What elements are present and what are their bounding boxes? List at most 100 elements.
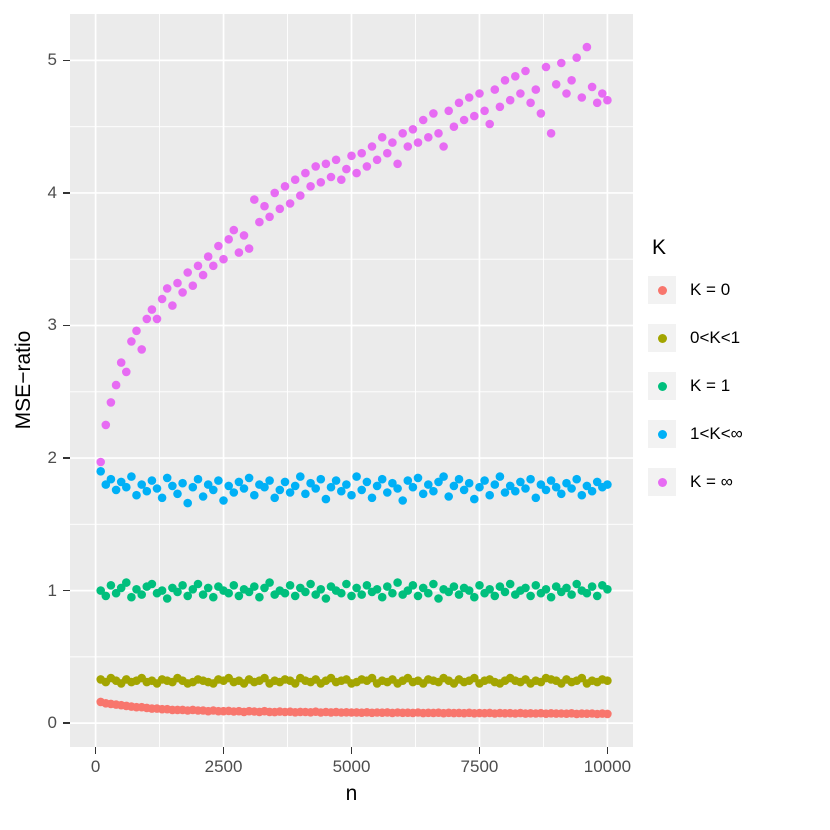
legend-dot-icon <box>657 429 667 439</box>
data-point <box>377 474 387 484</box>
data-point <box>475 581 484 590</box>
y-tick-mark <box>63 192 70 194</box>
data-point <box>347 591 356 601</box>
data-point <box>362 581 372 590</box>
data-point <box>142 486 152 496</box>
data-point <box>162 594 172 603</box>
data-point <box>337 588 346 598</box>
data-point <box>388 588 397 598</box>
data-point <box>162 284 172 293</box>
data-point <box>280 588 290 598</box>
data-point <box>531 85 541 94</box>
data-point <box>551 482 561 492</box>
data-point <box>485 119 495 129</box>
data-point <box>188 585 198 594</box>
data-point <box>280 477 290 487</box>
data-point <box>285 199 295 208</box>
data-point <box>388 478 397 488</box>
data-point <box>285 581 295 590</box>
data-point <box>203 252 213 261</box>
data-point <box>337 175 346 184</box>
y-tick-label: 3 <box>47 315 57 335</box>
data-point <box>424 588 433 598</box>
data-point <box>459 115 469 125</box>
data-point <box>183 591 192 601</box>
data-point <box>383 148 392 158</box>
y-tick-mark <box>63 457 70 459</box>
legend-dot-icon <box>657 477 667 487</box>
data-point <box>270 188 279 198</box>
data-point <box>577 93 587 102</box>
data-point <box>316 178 326 187</box>
data-point <box>229 225 239 235</box>
data-point <box>516 477 525 487</box>
data-point <box>603 480 612 489</box>
data-point <box>577 490 587 500</box>
legend-item: 1<K<∞ <box>648 420 828 448</box>
data-point <box>357 148 367 158</box>
data-point <box>209 485 218 495</box>
data-point <box>337 486 346 496</box>
data-point <box>116 583 126 593</box>
data-point <box>500 587 510 597</box>
x-tick-mark <box>94 747 97 754</box>
data-point <box>367 673 377 683</box>
data-point <box>331 155 341 165</box>
legend-dot-icon <box>657 285 667 295</box>
data-point <box>157 586 167 595</box>
data-point <box>403 142 413 151</box>
data-point <box>577 673 587 683</box>
data-point <box>342 480 351 489</box>
data-point <box>178 288 187 297</box>
x-tick-mark <box>606 747 609 754</box>
data-point <box>592 591 602 601</box>
data-point <box>306 182 315 191</box>
data-point <box>541 485 551 495</box>
data-point <box>490 591 500 601</box>
data-point <box>203 583 213 593</box>
data-point <box>260 482 269 492</box>
data-point <box>562 583 571 593</box>
data-point <box>567 484 576 493</box>
data-point <box>562 89 571 98</box>
data-point <box>383 488 392 497</box>
data-point <box>96 586 105 595</box>
data-point <box>464 586 474 595</box>
data-point <box>347 490 356 500</box>
data-point <box>147 579 157 589</box>
y-axis-title: MSE−ratio <box>12 330 35 430</box>
plot-canvas <box>70 14 633 747</box>
data-point <box>311 484 320 493</box>
data-point <box>434 594 443 603</box>
data-point <box>229 488 239 497</box>
y-tick-mark <box>63 59 70 62</box>
data-point <box>567 590 576 599</box>
data-point <box>173 587 182 597</box>
data-point <box>311 590 320 599</box>
data-point <box>587 582 597 591</box>
data-point <box>122 578 131 587</box>
data-point <box>383 582 392 591</box>
data-point <box>255 217 264 227</box>
data-point <box>454 98 464 108</box>
data-point <box>603 95 612 105</box>
data-point <box>551 80 561 89</box>
data-point <box>480 476 489 485</box>
plot-panel <box>70 14 633 747</box>
data-point <box>429 579 438 589</box>
data-point <box>551 582 561 591</box>
data-point <box>449 481 459 491</box>
data-point <box>413 138 423 147</box>
data-point <box>290 481 300 491</box>
data-point <box>454 590 464 599</box>
data-point <box>188 482 198 492</box>
data-point <box>470 673 479 683</box>
legend-dot-icon <box>657 333 667 343</box>
data-point <box>234 248 244 257</box>
data-point <box>326 172 336 182</box>
x-axis-title: n <box>345 782 358 805</box>
data-point <box>209 592 218 602</box>
data-point <box>132 490 141 500</box>
data-point <box>198 492 208 501</box>
data-point <box>403 476 413 485</box>
